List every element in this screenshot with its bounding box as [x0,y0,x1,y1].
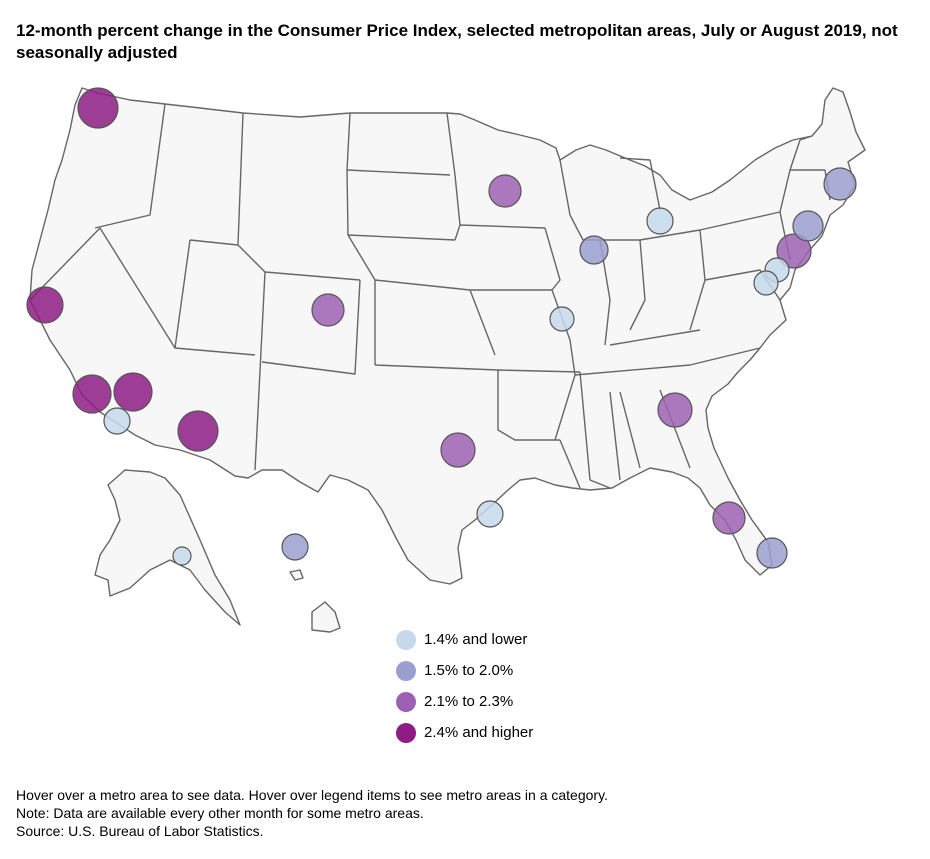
legend-item-high[interactable]: 2.4% and higher [396,717,533,748]
metro-area-marker[interactable] [476,500,504,528]
data-note: Note: Data are available every other mon… [16,805,424,821]
alaska-shape [94,469,241,626]
metro-area-marker[interactable] [657,392,693,428]
metro-area-marker[interactable] [756,537,788,569]
legend-item-mid-low[interactable]: 1.5% to 2.0% [396,655,533,686]
legend-swatch-mid-low [396,660,416,681]
metro-area-marker[interactable] [113,372,153,412]
metro-area-marker[interactable] [72,374,112,414]
metro-area-marker[interactable] [172,546,192,566]
hover-instructions: Hover over a metro area to see data. Hov… [16,787,608,803]
metro-area-marker[interactable] [579,235,609,265]
metro-markers [26,87,857,569]
metro-area-marker[interactable] [823,167,857,201]
metro-area-marker[interactable] [792,210,824,242]
metro-area-marker[interactable] [281,533,309,561]
metro-area-marker[interactable] [488,174,522,208]
source-note: Source: U.S. Bureau of Labor Statistics. [16,823,264,839]
metro-area-marker[interactable] [103,407,131,435]
hawaii-shape [311,601,341,633]
metro-area-marker[interactable] [753,270,779,296]
legend-item-low[interactable]: 1.4% and lower [396,624,533,655]
footnotes: Hover over a metro area to see data. Hov… [16,786,608,840]
legend-label-mid-low: 1.5% to 2.0% [424,662,514,679]
state-shapes [29,87,866,633]
legend: 1.4% and lower 1.5% to 2.0% 2.1% to 2.3%… [396,624,533,748]
metro-area-marker[interactable] [26,286,64,324]
metro-area-marker[interactable] [776,233,812,269]
legend-item-mid-high[interactable]: 2.1% to 2.3% [396,686,533,717]
legend-swatch-high [396,722,416,743]
map-title: 12-month percent change in the Consumer … [16,21,898,62]
legend-label-mid-high: 2.1% to 2.3% [424,693,514,710]
legend-swatch-low [396,629,416,650]
hawaii-island-small [289,569,304,581]
metro-area-marker[interactable] [77,87,119,129]
metro-area-marker[interactable] [440,432,476,468]
metro-area-marker[interactable] [646,207,674,235]
metro-area-marker[interactable] [549,306,575,332]
metro-area-marker[interactable] [311,293,345,327]
legend-swatch-mid-high [396,691,416,712]
metro-area-marker[interactable] [177,410,219,452]
legend-label-high: 2.4% and higher [424,724,534,741]
metro-area-marker[interactable] [712,501,746,535]
state-borders [29,103,831,489]
legend-label-low: 1.4% and lower [424,631,528,648]
